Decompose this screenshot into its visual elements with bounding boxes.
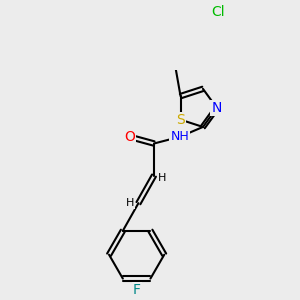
Text: O: O xyxy=(124,130,135,144)
Text: F: F xyxy=(133,283,141,297)
Text: H: H xyxy=(126,198,135,208)
Text: N: N xyxy=(212,101,222,115)
Text: S: S xyxy=(176,113,185,127)
Text: NH: NH xyxy=(170,130,189,143)
Text: H: H xyxy=(158,173,166,183)
Text: Cl: Cl xyxy=(211,5,225,19)
